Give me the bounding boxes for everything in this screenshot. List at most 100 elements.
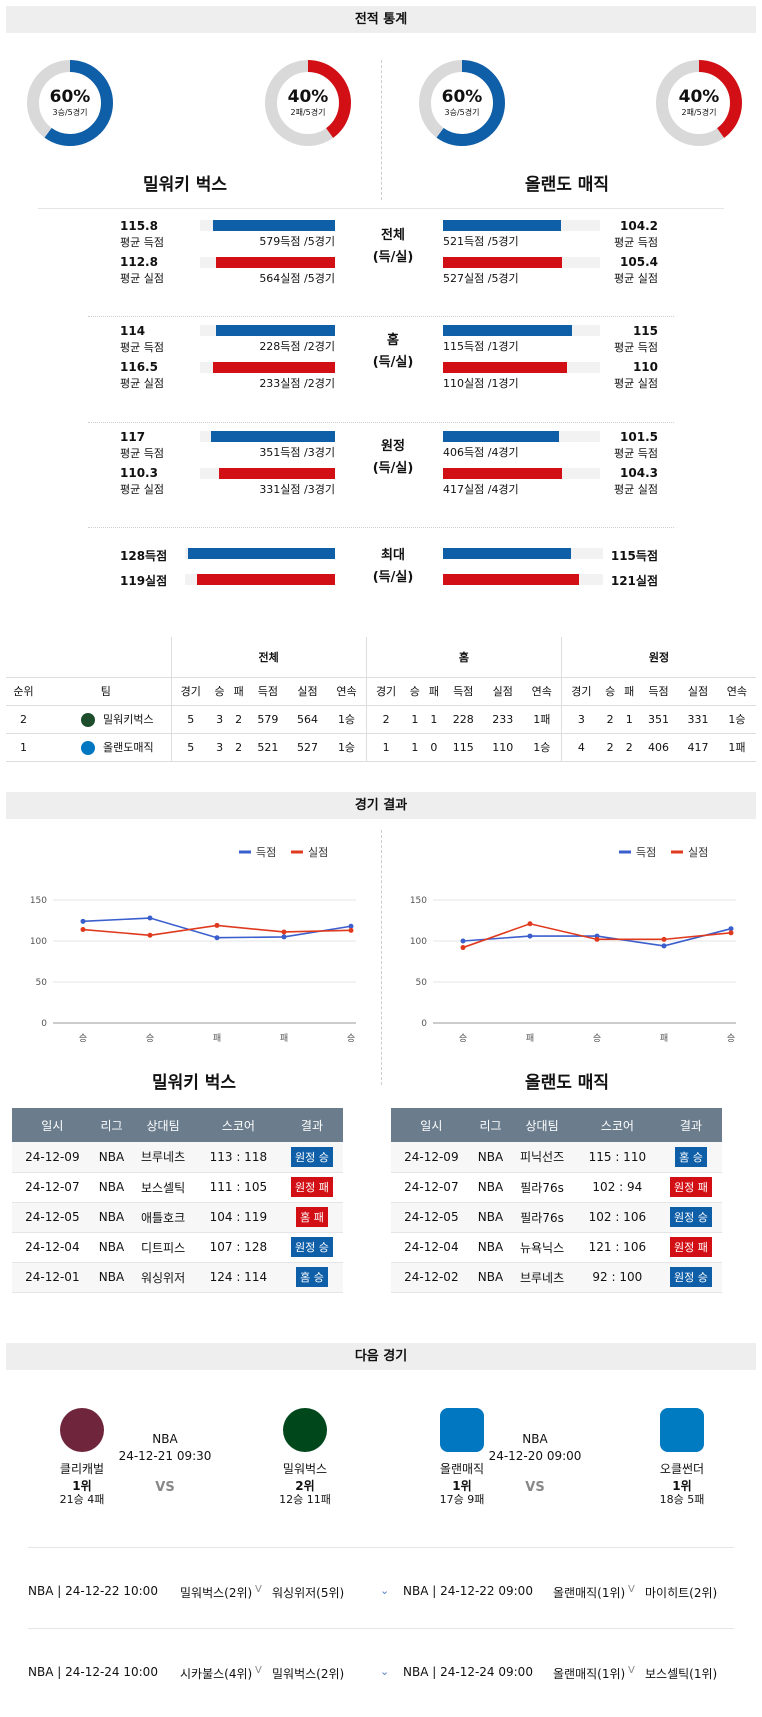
results-header-row: 일시 리그 상대팀 스코어 결과 — [391, 1108, 722, 1142]
rank-group-header: 원정 — [561, 637, 756, 678]
rank-group-empty — [6, 637, 171, 678]
rank-column-header: 연속 — [327, 677, 367, 706]
results-header-row: 일시 리그 상대팀 스코어 결과 — [12, 1108, 343, 1142]
points-bar — [443, 325, 572, 336]
results-cell: NBA — [471, 1262, 510, 1293]
avg-points-value: 117 — [120, 430, 146, 444]
rank-column-header: 득점 — [443, 677, 483, 706]
x-tick-label: 승 — [727, 1033, 735, 1044]
results-cell: 애틀호크 — [130, 1202, 196, 1233]
points-bar — [443, 220, 561, 231]
result-badge: 원정 승 — [670, 1267, 712, 1287]
avg-points-label: 평균 득점 — [120, 447, 164, 460]
donut-subtext: 2패/5경기 — [290, 108, 326, 117]
x-tick-label: 승 — [146, 1033, 154, 1044]
legend-label: 실점 — [688, 846, 708, 859]
section-header-results: 경기 결과 — [6, 792, 756, 819]
rank-column-header: 승 — [600, 677, 620, 706]
avg-points-value: 115 — [632, 324, 658, 338]
result-badge: 원정 승 — [291, 1146, 333, 1167]
x-tick-label: 승 — [459, 1033, 467, 1044]
max-allowed-value: 121실점 — [610, 574, 658, 588]
data-point — [80, 927, 86, 933]
rank-cell: 1 — [424, 705, 444, 734]
avg-allowed-label: 평균 실점 — [614, 272, 658, 285]
rank-cell: 밀워키벅스 — [41, 705, 171, 734]
list-item[interactable]: NBA | 24-12-24 10:00 시카불스(4위) V 밀워벅스(2위) ⌄ NB… — [0, 1665, 762, 1685]
rank-column-header: 실점 — [678, 677, 718, 706]
upcoming-info: NBA | 24-12-22 10:00 — [28, 1584, 158, 1598]
rank-column-header: 승 — [405, 677, 425, 706]
results-cell: 104 : 119 — [195, 1202, 281, 1233]
x-tick-label: 패 — [280, 1033, 288, 1044]
vs-label: V — [628, 1584, 635, 1595]
rank-cell: 351 — [638, 705, 679, 734]
x-tick-label: 승 — [347, 1033, 355, 1044]
rank-column-header: 경기 — [170, 677, 211, 706]
rank-column-header: 득점 — [248, 677, 288, 706]
results-cell: 102 : 106 — [574, 1202, 660, 1233]
rank-column-header: 연속 — [522, 677, 562, 706]
results-cell: 113 : 118 — [195, 1142, 281, 1173]
chevron-down-icon[interactable]: ⌄ — [380, 1665, 390, 1678]
list-item[interactable]: NBA | 24-12-22 10:00 밀워벅스(2위) V 워싱위저(5위) ⌄ NB… — [0, 1584, 762, 1604]
results-cell: 원정 승 — [659, 1202, 722, 1233]
win-loss-donut: 40% 2패/5경기 — [656, 60, 742, 146]
rank-cell: 2 — [6, 705, 41, 734]
data-point — [594, 936, 600, 942]
results-cell: 원정 패 — [280, 1172, 343, 1203]
rank-cell: 2 — [229, 733, 249, 762]
chevron-down-icon[interactable]: ⌄ — [380, 1584, 390, 1597]
divider — [28, 1547, 734, 1548]
y-tick-label: 100 — [30, 937, 47, 947]
allowed-bar — [216, 257, 335, 268]
win-loss-donut: 60% 3승/5경기 — [419, 60, 505, 146]
rank-cell: 2 — [229, 705, 249, 734]
rank-cell: 2 — [365, 705, 406, 734]
data-point — [147, 915, 153, 921]
x-tick-label: 패 — [213, 1033, 221, 1044]
stat-group-sublabel: (득/실) — [372, 570, 414, 585]
allowed-bar — [213, 362, 335, 373]
allowed-count: 110실점 /1경기 — [443, 377, 519, 390]
results-cell: NBA — [92, 1232, 131, 1263]
team-name-left: 밀워키 벅스 — [142, 175, 228, 195]
avg-allowed-value: 110.3 — [120, 466, 158, 480]
vs-label: VS — [155, 1480, 175, 1495]
avg-allowed-label: 평균 실점 — [120, 483, 164, 496]
results-cell: 필라76s — [509, 1202, 575, 1233]
upcoming-info: NBA | 24-12-24 10:00 — [28, 1665, 158, 1679]
allowed-bar — [219, 468, 335, 479]
rank-table: 전체 홈 원정 순위 팀 경기 승 패 득점 실점 연속 경기 승 패 득점 실점 연속 경기 승 패 득점 실점 연속 … — [6, 637, 756, 762]
avg-allowed-value: 105.4 — [620, 255, 658, 269]
rank-cell: 228 — [443, 705, 483, 734]
rank-group-header: 전체 — [170, 637, 367, 678]
next-team-name: 올랜매직 — [439, 1462, 485, 1476]
rank-cell: 4 — [561, 733, 601, 762]
results-cell: 24-12-04 — [12, 1232, 93, 1263]
rank-cell: 3 — [561, 705, 601, 734]
allowed-count: 233실점 /2경기 — [259, 377, 335, 390]
legend-label: 득점 — [256, 846, 276, 859]
rank-cell: 233 — [482, 705, 523, 734]
avg-allowed-label: 평균 실점 — [614, 483, 658, 496]
stat-group-label: 최대 — [381, 548, 405, 563]
legend-label: 실점 — [308, 846, 328, 859]
results-cell: NBA — [471, 1232, 510, 1263]
x-tick-label: 패 — [660, 1033, 668, 1044]
magic-logo — [440, 1408, 484, 1452]
stat-group-label: 홈 — [387, 333, 399, 348]
rank-column-header: 팀 — [41, 677, 171, 706]
data-point — [527, 933, 533, 939]
results-column-header: 리그 — [92, 1108, 131, 1142]
results-table-left: 일시 리그 상대팀 스코어 결과 24-12-09 NBA 브루네츠 113 : 118 원정 승… — [12, 1108, 343, 1293]
results-cell: 115 : 110 — [574, 1142, 660, 1173]
points-bar — [211, 431, 335, 442]
results-column-header: 스코어 — [574, 1108, 660, 1142]
rank-cell: 1승 — [327, 705, 367, 734]
upcoming-team: 시카불스(4위) — [180, 1667, 253, 1681]
table-row: 24-12-05 NBA 필라76s 102 : 106 원정 승 — [391, 1202, 722, 1233]
vertical-divider — [381, 830, 382, 1085]
legend-label: 득점 — [636, 846, 656, 859]
results-cell: 24-12-01 — [12, 1262, 93, 1293]
